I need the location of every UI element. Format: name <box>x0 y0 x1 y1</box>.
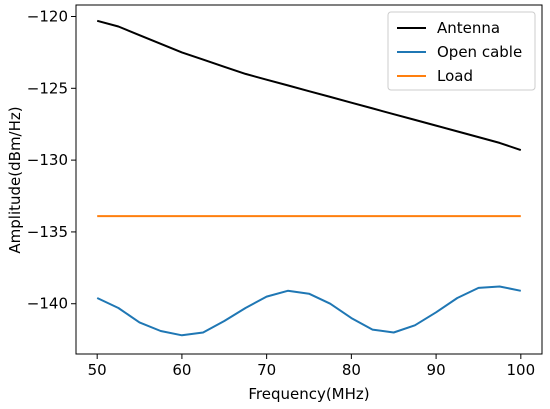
series-open-cable <box>96 285 521 337</box>
series-layer <box>96 19 522 337</box>
x-tick-label: 80 <box>342 361 361 379</box>
x-tick-label: 100 <box>506 361 535 379</box>
y-tick-label: −135 <box>27 223 68 241</box>
x-axis: 50 60 70 80 90 100 <box>88 354 535 379</box>
y-tick-label: −130 <box>27 151 68 169</box>
y-axis: −120 −125 −130 −135 −140 <box>27 7 76 313</box>
series-antenna <box>96 19 522 152</box>
x-tick-label: 90 <box>427 361 446 379</box>
x-tick-label: 50 <box>88 361 107 379</box>
x-axis-label: Frequency(MHz) <box>248 385 369 403</box>
y-axis-label: Amplitude(dBm/Hz) <box>6 106 24 253</box>
legend-load-label: Load <box>437 67 473 85</box>
legend-open-cable-label: Open cable <box>437 43 522 61</box>
legend: Antenna Open cable Load <box>387 11 536 91</box>
x-tick-label: 70 <box>257 361 276 379</box>
x-tick-label: 60 <box>172 361 191 379</box>
y-tick-label: −140 <box>27 295 68 313</box>
y-tick-label: −125 <box>27 79 68 97</box>
legend-antenna-label: Antenna <box>437 19 500 37</box>
legend-box <box>387 11 536 91</box>
y-tick-label: −120 <box>27 7 68 25</box>
